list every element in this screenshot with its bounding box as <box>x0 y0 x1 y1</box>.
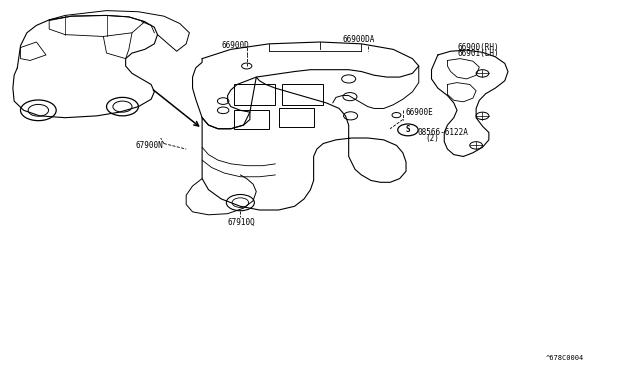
Text: 67910Q: 67910Q <box>228 218 255 227</box>
Text: 66900E: 66900E <box>405 109 433 118</box>
Text: 66901(LH): 66901(LH) <box>457 49 499 58</box>
Bar <box>234 110 269 129</box>
Text: 66900(RH): 66900(RH) <box>457 43 499 52</box>
Text: S: S <box>406 125 410 134</box>
Text: 66900D: 66900D <box>221 41 249 50</box>
Bar <box>278 109 314 127</box>
Text: ^678C0004: ^678C0004 <box>546 355 584 361</box>
Text: 66900DA: 66900DA <box>342 35 374 44</box>
Text: (2): (2) <box>426 134 440 142</box>
Bar <box>234 84 275 105</box>
Text: 67900N: 67900N <box>135 141 163 150</box>
Bar <box>282 84 323 105</box>
Text: 08566-6122A: 08566-6122A <box>417 128 468 137</box>
